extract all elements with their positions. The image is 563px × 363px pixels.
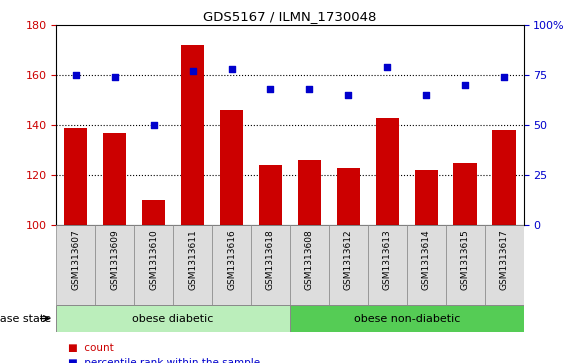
Text: GSM1313616: GSM1313616 bbox=[227, 229, 236, 290]
Text: ■  percentile rank within the sample: ■ percentile rank within the sample bbox=[68, 358, 260, 363]
Text: GSM1313607: GSM1313607 bbox=[72, 229, 81, 290]
Bar bbox=[181, 45, 204, 225]
Bar bbox=[485, 225, 524, 305]
Bar bbox=[329, 225, 368, 305]
Bar bbox=[414, 170, 438, 225]
Point bbox=[227, 66, 236, 72]
Text: GSM1313614: GSM1313614 bbox=[422, 229, 431, 290]
Point bbox=[110, 74, 119, 80]
Bar bbox=[56, 305, 290, 332]
Text: GSM1313611: GSM1313611 bbox=[188, 229, 197, 290]
Text: obese non-diabetic: obese non-diabetic bbox=[354, 314, 460, 323]
Bar bbox=[212, 225, 251, 305]
Point bbox=[499, 74, 508, 80]
Point bbox=[266, 86, 275, 92]
Bar bbox=[95, 225, 134, 305]
Point bbox=[344, 92, 353, 98]
Text: GSM1313609: GSM1313609 bbox=[110, 229, 119, 290]
Bar bbox=[337, 168, 360, 225]
Bar bbox=[56, 225, 95, 305]
Point bbox=[149, 122, 158, 128]
Text: GSM1313613: GSM1313613 bbox=[383, 229, 392, 290]
Text: GSM1313617: GSM1313617 bbox=[499, 229, 508, 290]
Bar bbox=[142, 200, 166, 225]
Bar bbox=[251, 225, 290, 305]
Bar bbox=[64, 128, 87, 225]
Bar bbox=[290, 305, 524, 332]
Text: GSM1313610: GSM1313610 bbox=[149, 229, 158, 290]
Point bbox=[188, 68, 197, 74]
Point bbox=[461, 82, 470, 88]
Bar bbox=[446, 225, 485, 305]
Bar bbox=[376, 118, 399, 225]
Bar bbox=[493, 130, 516, 225]
Bar bbox=[290, 225, 329, 305]
Point bbox=[305, 86, 314, 92]
Bar bbox=[103, 133, 126, 225]
Text: ■  count: ■ count bbox=[68, 343, 113, 354]
Text: obese diabetic: obese diabetic bbox=[132, 314, 214, 323]
Text: GSM1313615: GSM1313615 bbox=[461, 229, 470, 290]
Bar bbox=[173, 225, 212, 305]
Text: disease state: disease state bbox=[0, 314, 51, 323]
Text: GSM1313618: GSM1313618 bbox=[266, 229, 275, 290]
Text: GSM1313612: GSM1313612 bbox=[344, 229, 353, 290]
Title: GDS5167 / ILMN_1730048: GDS5167 / ILMN_1730048 bbox=[203, 10, 377, 23]
Text: GSM1313608: GSM1313608 bbox=[305, 229, 314, 290]
Bar bbox=[220, 110, 243, 225]
Bar bbox=[368, 225, 406, 305]
Bar bbox=[406, 225, 446, 305]
Bar bbox=[259, 165, 282, 225]
Bar bbox=[454, 163, 477, 225]
Point bbox=[422, 92, 431, 98]
Point bbox=[383, 65, 392, 70]
Bar bbox=[298, 160, 321, 225]
Point bbox=[72, 72, 81, 78]
Bar bbox=[134, 225, 173, 305]
